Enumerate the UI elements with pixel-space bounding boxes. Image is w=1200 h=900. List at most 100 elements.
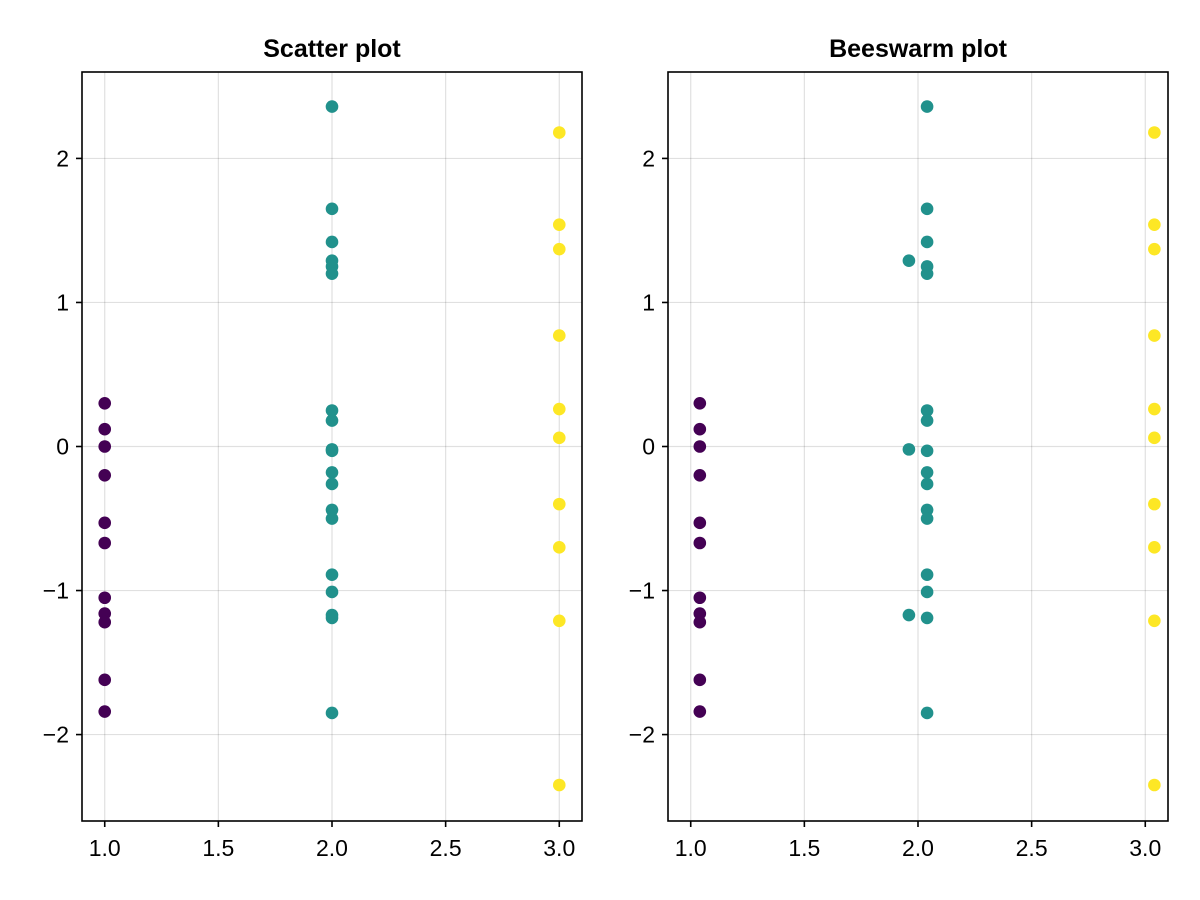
beeswarm-plot-point (1148, 242, 1161, 256)
scatter-plot-grid (82, 72, 582, 821)
scatter-plot-point (552, 242, 566, 256)
scatter-plot-point (98, 615, 112, 629)
scatter-plot-point (98, 422, 112, 436)
beeswarm-plot-point (920, 706, 934, 720)
beeswarm-plot-point (920, 414, 934, 427)
beeswarm-plot-point (920, 444, 934, 458)
beeswarm-plot-point (693, 536, 707, 550)
beeswarm-plot-point (693, 673, 707, 687)
beeswarm-plot-y-tick-label: −2 (629, 722, 655, 748)
beeswarm-plot-point (1148, 541, 1161, 554)
scatter-plot-point (552, 778, 566, 792)
scatter-plot-point (98, 607, 112, 620)
beeswarm-plot-point (693, 615, 707, 629)
scatter-plot-point (552, 126, 566, 139)
scatter-plot-point (98, 516, 112, 530)
scatter-plot-point (325, 100, 339, 113)
beeswarm-plot-point (693, 422, 707, 436)
scatter-plot-x-tick-label: 2.0 (316, 835, 348, 861)
beeswarm-plot-point (693, 440, 707, 453)
scatter-plot-points (98, 100, 566, 792)
scatter-plot-point (325, 611, 339, 625)
scatter-plot-point (325, 466, 339, 479)
beeswarm-plot-point (902, 443, 916, 456)
beeswarm-plot-x-tick-label: 1.0 (675, 835, 707, 861)
scatter-plot-point (98, 440, 112, 453)
scatter-plot-point (325, 444, 339, 458)
beeswarm-plot-panel: Beeswarm plot 1.0 1.5 2.0 2.5 3.0 −2 −1 0 1 2 (629, 35, 1169, 861)
scatter-plot-point (325, 404, 339, 417)
beeswarm-plot-point (920, 466, 934, 479)
beeswarm-plot-point (920, 235, 934, 249)
scatter-plot-point (98, 536, 112, 550)
scatter-plot-point (325, 512, 339, 525)
beeswarm-plot-point (693, 396, 707, 410)
beeswarm-plot-point (920, 267, 934, 280)
beeswarm-plot-point (920, 568, 934, 581)
beeswarm-plot-point (1148, 402, 1161, 416)
scatter-plot-point (552, 614, 566, 628)
scatter-plot-point (98, 469, 112, 482)
scatter-plot-ticks: 1.0 1.5 2.0 2.5 3.0 −2 −1 0 1 2 (43, 145, 575, 861)
beeswarm-plot-point (693, 516, 707, 530)
beeswarm-plot-x-tick-label: 2.0 (902, 835, 934, 861)
scatter-plot-x-tick-label: 3.0 (543, 835, 575, 861)
beeswarm-plot-point (693, 591, 707, 605)
beeswarm-plot-x-tick-label: 1.5 (788, 835, 820, 861)
beeswarm-plot-y-tick-label: −1 (629, 578, 655, 604)
scatter-plot-point (552, 541, 566, 554)
scatter-plot-point (325, 267, 339, 280)
scatter-plot-point (98, 396, 112, 410)
beeswarm-plot-point (1148, 329, 1161, 342)
beeswarm-plot-ticks: 1.0 1.5 2.0 2.5 3.0 −2 −1 0 1 2 (629, 145, 1161, 861)
beeswarm-plot-point (1148, 218, 1161, 231)
scatter-plot-point (98, 673, 112, 687)
beeswarm-plot-points (693, 100, 1161, 792)
beeswarm-plot-point (1148, 614, 1161, 628)
beeswarm-plot-point (902, 254, 916, 267)
scatter-plot-x-tick-label: 1.0 (89, 835, 121, 861)
beeswarm-plot-point (902, 608, 916, 622)
scatter-plot-point (325, 235, 339, 249)
beeswarm-plot-point (920, 585, 934, 599)
beeswarm-plot-point (920, 477, 934, 491)
scatter-plot-point (552, 497, 566, 511)
scatter-plot-point (325, 202, 339, 216)
beeswarm-plot-point (1148, 431, 1161, 445)
beeswarm-plot-point (920, 512, 934, 525)
scatter-plot-y-tick-label: 2 (56, 145, 69, 171)
scatter-plot-y-tick-label: 0 (56, 434, 69, 460)
scatter-plot-point (325, 414, 339, 427)
beeswarm-plot-point (1148, 126, 1161, 139)
beeswarm-plot-x-tick-label: 2.5 (1016, 835, 1048, 861)
scatter-plot-point (552, 329, 566, 342)
scatter-plot-x-tick-label: 2.5 (430, 835, 462, 861)
beeswarm-plot-point (920, 202, 934, 216)
scatter-plot-y-tick-label: −1 (43, 578, 69, 604)
beeswarm-plot-x-tick-label: 3.0 (1129, 835, 1161, 861)
scatter-plot-y-tick-label: 1 (56, 289, 69, 315)
beeswarm-plot-point (1148, 497, 1161, 511)
beeswarm-plot-y-tick-label: 2 (642, 145, 655, 171)
beeswarm-plot-grid (668, 72, 1168, 821)
scatter-plot-point (325, 706, 339, 720)
beeswarm-plot-title: Beeswarm plot (829, 35, 1008, 63)
beeswarm-plot-point (920, 503, 934, 517)
scatter-plot-point (552, 402, 566, 416)
scatter-plot-point (98, 705, 112, 718)
beeswarm-plot-point (693, 469, 707, 482)
beeswarm-plot-point (920, 100, 934, 113)
beeswarm-plot-point (1148, 778, 1161, 792)
beeswarm-plot-point (693, 705, 707, 718)
beeswarm-plot-point (920, 611, 934, 625)
scatter-plot-point (325, 585, 339, 599)
beeswarm-plot-point (693, 607, 707, 620)
scatter-plot-panel: Scatter plot 1.0 1.5 2.0 2.5 3.0 −2 −1 0 1 2 (43, 35, 583, 861)
scatter-plot-point (98, 591, 112, 605)
scatter-plot-x-tick-label: 1.5 (202, 835, 234, 861)
scatter-plot-point (552, 218, 566, 231)
scatter-plot-point (552, 431, 566, 445)
scatter-plot-point (325, 568, 339, 581)
beeswarm-plot-point (920, 404, 934, 417)
